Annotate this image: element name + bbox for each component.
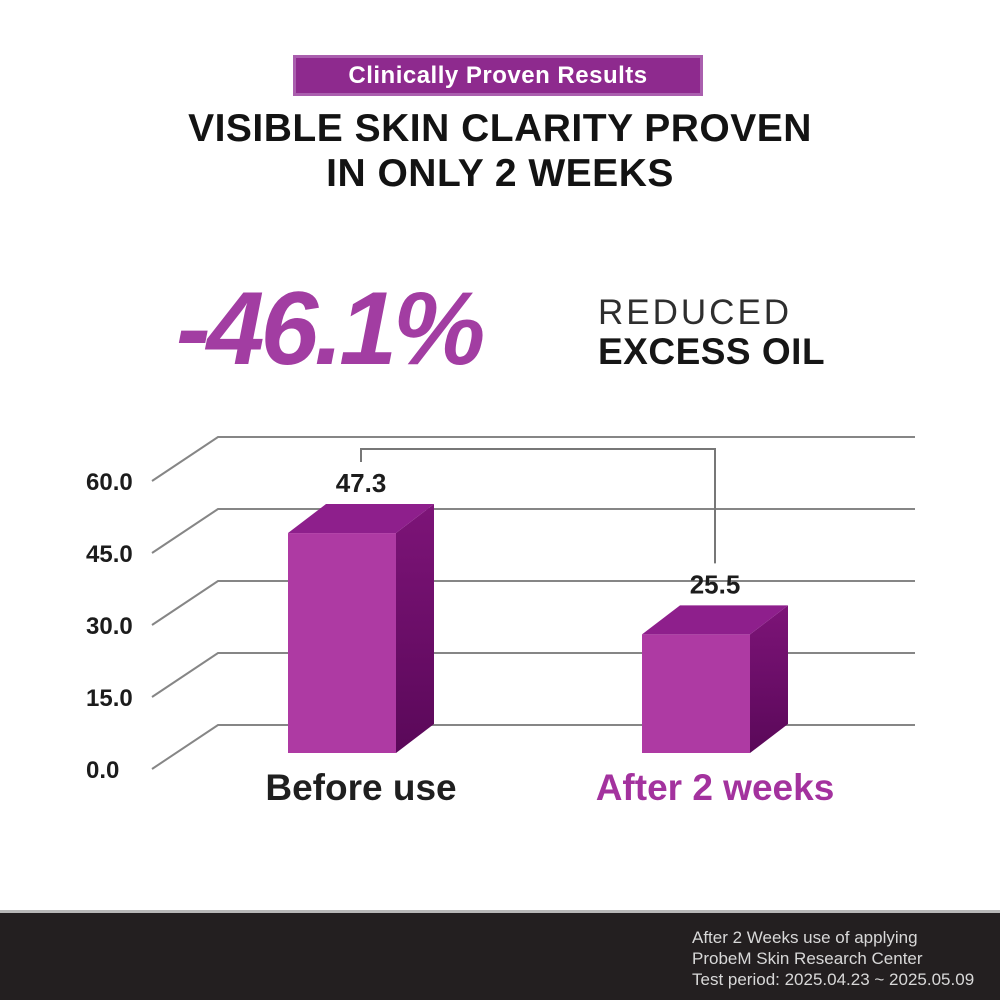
test-disclaimer: After 2 Weeks use of applying ProbeM Ski… bbox=[692, 927, 974, 990]
page-title-line1: VISIBLE SKIN CLARITY PROVEN bbox=[188, 107, 812, 150]
disclaimer-line3: Test period: 2025.04.23 ~ 2025.05.09 bbox=[692, 970, 975, 989]
bar-front-face bbox=[288, 533, 396, 753]
bar-side-face bbox=[396, 504, 434, 753]
bar-top-face bbox=[642, 605, 788, 635]
gridline bbox=[151, 508, 915, 554]
badge-label: Clinically Proven Results bbox=[348, 61, 648, 89]
clinically-proven-badge: Clinically Proven Results bbox=[293, 55, 703, 96]
bar-value-label: 25.5 bbox=[690, 569, 741, 599]
reduction-percentage: -46.1% bbox=[176, 271, 486, 387]
gridline bbox=[151, 580, 915, 626]
gridline bbox=[151, 436, 915, 482]
bar-top-face bbox=[288, 504, 434, 534]
reduction-caption: REDUCED EXCESS OIL bbox=[598, 294, 898, 372]
page-title-line2: IN ONLY 2 WEEKS bbox=[326, 152, 674, 195]
bar-front-face bbox=[642, 634, 750, 753]
category-label: After 2 weeks bbox=[596, 767, 835, 808]
gridline bbox=[151, 652, 915, 698]
reduction-bar-chart: 60.0 45.0 30.0 15.0 0.0 47.3 Before use 25.5 Aft… bbox=[86, 436, 915, 808]
page-title: VISIBLE SKIN CLARITY PROVEN IN ONLY 2 WE… bbox=[0, 106, 1000, 196]
bar-side-face bbox=[750, 605, 788, 753]
y-axis-tick: 60.0 bbox=[86, 469, 133, 496]
disclaimer-line2: ProbeM Skin Research Center bbox=[692, 949, 923, 968]
y-axis-tick: 30.0 bbox=[86, 613, 133, 640]
gridline bbox=[151, 724, 915, 770]
footer-bar: After 2 Weeks use of applying ProbeM Ski… bbox=[0, 910, 1000, 1000]
bar-value-label: 47.3 bbox=[336, 468, 387, 498]
reduction-caption-line1: REDUCED bbox=[598, 293, 793, 332]
y-axis-tick: 0.0 bbox=[86, 757, 119, 784]
reduction-caption-line2: EXCESS OIL bbox=[598, 331, 826, 372]
y-axis-tick: 45.0 bbox=[86, 541, 133, 568]
category-label: Before use bbox=[265, 767, 456, 808]
y-axis-tick: 15.0 bbox=[86, 685, 133, 712]
comparison-bracket bbox=[360, 448, 716, 564]
disclaimer-line1: After 2 Weeks use of applying bbox=[692, 928, 918, 947]
